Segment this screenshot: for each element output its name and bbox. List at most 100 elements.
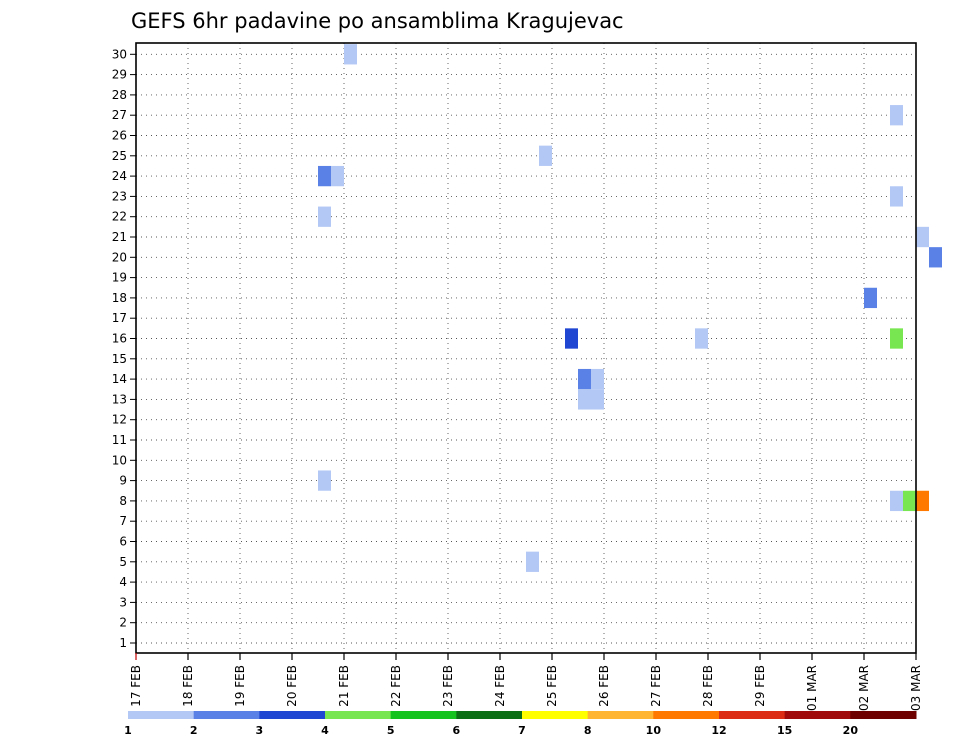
legend-swatch [325, 711, 392, 719]
heatmap-cell [890, 490, 903, 512]
heatmap-cell [331, 165, 344, 187]
y-tick-label: 15 [112, 352, 127, 366]
y-tick-label: 8 [119, 494, 127, 508]
legend-swatch [259, 711, 326, 719]
y-tick-label: 28 [112, 88, 127, 102]
x-tick-label: 24 FEB [493, 665, 507, 707]
x-tick-label: 19 FEB [233, 665, 247, 707]
legend-label: 3 [256, 724, 264, 737]
x-tick-label: 29 FEB [753, 665, 767, 707]
legend-label: 2 [190, 724, 198, 737]
y-tick-label: 4 [119, 575, 127, 589]
y-tick-label: 22 [112, 210, 127, 224]
y-tick-label: 24 [112, 169, 127, 183]
heatmap-cells [318, 44, 942, 572]
legend-swatch [653, 711, 720, 719]
heatmap-cell [578, 368, 591, 390]
legend-swatch [850, 711, 917, 719]
y-tick-label: 20 [112, 250, 127, 264]
y-tick-label: 7 [119, 514, 127, 528]
x-tick-label: 18 FEB [181, 665, 195, 707]
x-tick-label: 21 FEB [337, 665, 351, 707]
heatmap-cell [864, 287, 877, 309]
heatmap-cell [695, 328, 708, 349]
legend-label: 20 [843, 724, 859, 737]
legend-label: 1 [124, 724, 132, 737]
legend-label: 7 [518, 724, 526, 737]
plot-frame [135, 42, 917, 654]
x-tick-label: 17 FEB [129, 665, 143, 707]
heatmap-cell [890, 105, 903, 126]
legend-swatch [719, 711, 786, 719]
y-tick-label: 12 [112, 413, 127, 427]
y-tick-label: 1 [119, 636, 127, 650]
legend-label: 5 [387, 724, 395, 737]
x-tick-label: 28 FEB [701, 665, 715, 707]
color-legend: 1 2 3 4 5 6 7 8 10 12 15 20 [124, 711, 917, 737]
y-tick-label: 13 [112, 392, 127, 406]
y-tick-label: 16 [112, 332, 127, 346]
heatmap-cell [929, 247, 942, 268]
legend-label: 6 [453, 724, 461, 737]
y-tick-label: 25 [112, 149, 127, 163]
y-tick-label: 19 [112, 271, 127, 285]
x-tick-label: 27 FEB [649, 665, 663, 707]
heatmap-cell [539, 145, 552, 166]
legend-label: 8 [584, 724, 592, 737]
x-tick-label: 01 MAR [805, 665, 819, 711]
legend-label: 10 [646, 724, 662, 737]
y-tick-label: 30 [112, 47, 127, 61]
legend-swatch [193, 711, 260, 719]
legend-swatch [390, 711, 457, 719]
heatmap-cell [916, 226, 929, 248]
y-tick-label: 3 [119, 595, 127, 609]
heatmap-cell [591, 389, 604, 410]
x-tick-label: 22 FEB [389, 665, 403, 707]
heatmap-cell [903, 490, 916, 512]
legend-swatch [128, 711, 195, 719]
y-tick-label: 11 [112, 433, 127, 447]
y-tick-label: 17 [112, 311, 127, 325]
x-tick-label: 02 MAR [857, 665, 871, 711]
y-tick-label: 18 [112, 291, 127, 305]
grid-lines [136, 43, 916, 653]
legend-swatch [784, 711, 851, 719]
heatmap-cell [578, 389, 591, 410]
heatmap-cell [318, 470, 331, 491]
x-tick-label: 25 FEB [545, 665, 559, 707]
heatmap-cell [916, 490, 929, 512]
legend-label: 15 [777, 724, 792, 737]
chart-title: GEFS 6hr padavine po ansamblima Kragujev… [131, 9, 624, 33]
heatmap-cell [565, 328, 578, 349]
legend-label: 4 [321, 724, 329, 737]
heatmap-cell [890, 328, 903, 349]
y-tick-label: 21 [112, 230, 127, 244]
x-axis: 17 FEB 18 FEB 19 FEB 20 FEB 21 FEB 22 FEB 23 F… [129, 653, 923, 711]
y-tick-label: 27 [112, 108, 127, 122]
heatmap-cell [318, 206, 331, 227]
x-tick-label: 26 FEB [597, 665, 611, 707]
y-tick-label: 5 [119, 555, 127, 569]
y-axis: 1234567891011121314151617181920212223242… [112, 47, 136, 650]
y-tick-label: 23 [112, 189, 127, 203]
x-tick-label: 03 MAR [909, 665, 923, 711]
heatmap-cell [318, 165, 331, 187]
y-tick-label: 9 [119, 474, 127, 488]
heatmap-cell [344, 44, 357, 65]
heatmap-cell [526, 551, 539, 572]
heatmap-cell [890, 186, 903, 207]
heatmap-cell [591, 368, 604, 390]
legend-swatch [587, 711, 654, 719]
legend-swatch [522, 711, 589, 719]
y-tick-label: 10 [112, 453, 127, 467]
y-tick-label: 29 [112, 68, 127, 82]
x-tick-label: 23 FEB [441, 665, 455, 707]
y-tick-label: 2 [119, 616, 127, 630]
legend-swatch [456, 711, 523, 719]
y-tick-label: 26 [112, 129, 127, 143]
x-tick-label: 20 FEB [285, 665, 299, 707]
y-tick-label: 6 [119, 535, 127, 549]
legend-label: 12 [711, 724, 726, 737]
y-tick-label: 14 [112, 372, 127, 386]
